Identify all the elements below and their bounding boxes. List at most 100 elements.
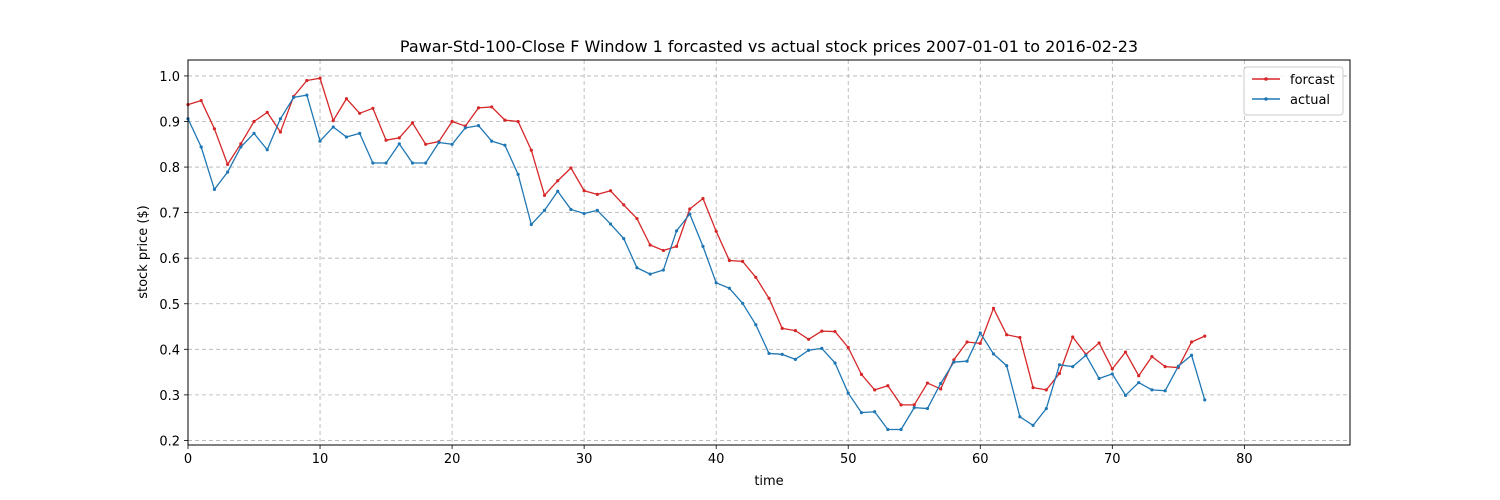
data-point-actual [582, 211, 586, 216]
data-point-actual [978, 331, 982, 335]
data-point-forcast [1189, 340, 1194, 344]
data-point-forcast [833, 329, 837, 334]
data-point-forcast [1123, 350, 1128, 354]
y-tick-label: 0.6 [159, 252, 180, 267]
data-point-forcast [424, 142, 428, 146]
data-point-forcast [846, 345, 850, 350]
data-point-forcast [793, 329, 798, 333]
data-point-actual [1176, 364, 1180, 368]
data-point-forcast [925, 381, 930, 385]
data-point-actual [1150, 388, 1154, 392]
data-point-actual [939, 381, 943, 386]
data-point-actual [1189, 353, 1194, 357]
data-point-actual [331, 125, 335, 129]
data-point-actual [1137, 380, 1141, 385]
legend-actual-marker [1264, 97, 1268, 101]
data-point-actual [608, 222, 613, 226]
data-point-forcast [397, 136, 401, 140]
data-point-actual [212, 187, 217, 191]
data-point-forcast [358, 111, 362, 115]
data-point-forcast [199, 98, 203, 103]
data-point-actual [740, 301, 745, 305]
data-point-forcast [265, 110, 269, 114]
data-point-actual [714, 281, 718, 285]
data-point-forcast [503, 118, 507, 122]
data-point-forcast [965, 340, 969, 344]
data-point-forcast [952, 358, 956, 362]
data-point-actual [1057, 363, 1062, 367]
x-tick-label: 60 [972, 452, 989, 467]
data-point-forcast [978, 341, 982, 345]
y-tick-label: 0.7 [159, 207, 180, 222]
data-point-forcast [859, 372, 864, 376]
data-point-forcast [912, 403, 916, 407]
data-point-forcast [1163, 365, 1167, 369]
data-point-actual [595, 208, 599, 212]
data-point-forcast [714, 229, 718, 233]
data-point-forcast [688, 207, 692, 211]
data-point-actual [1018, 415, 1022, 419]
data-point-actual [437, 140, 441, 145]
data-point-actual [292, 95, 296, 99]
data-point-actual [1123, 393, 1128, 397]
x-tick-label: 10 [312, 452, 329, 467]
data-point-forcast [1031, 385, 1035, 390]
y-tick-label: 0.2 [159, 434, 180, 449]
data-point-actual [397, 142, 401, 146]
y-axis-label: stock price ($) [136, 205, 151, 299]
data-point-forcast [252, 119, 256, 124]
data-point-actual [516, 172, 520, 176]
data-point-actual [991, 352, 996, 356]
data-point-forcast [490, 105, 494, 109]
data-point-forcast [212, 127, 217, 131]
data-point-forcast [727, 258, 731, 263]
y-tick-label: 0.8 [159, 161, 180, 176]
legend-forcast-label: forcast [1290, 73, 1335, 88]
data-point-forcast [622, 203, 626, 207]
data-point-actual [767, 351, 771, 356]
data-point-forcast [635, 216, 639, 221]
data-point-forcast [754, 275, 758, 279]
x-tick-label: 40 [708, 452, 725, 467]
data-point-actual [490, 139, 494, 143]
data-point-actual [239, 145, 243, 149]
data-point-actual [1097, 376, 1101, 381]
data-point-actual [833, 361, 837, 365]
data-point-actual [635, 266, 639, 270]
data-point-actual [1084, 353, 1088, 357]
data-point-actual [1203, 398, 1207, 402]
data-point-forcast [674, 244, 679, 248]
data-point-actual [226, 170, 230, 174]
data-point-actual [1031, 423, 1035, 428]
data-point-forcast [886, 384, 890, 388]
data-point-actual [556, 189, 560, 193]
data-point-actual [912, 406, 916, 410]
data-point-forcast [450, 119, 454, 124]
data-point-forcast [1097, 341, 1101, 345]
data-point-forcast [807, 337, 811, 341]
x-tick-label: 50 [840, 452, 857, 467]
data-point-forcast [384, 138, 388, 142]
data-point-forcast [1150, 355, 1154, 359]
data-point-actual [793, 357, 798, 361]
y-tick-label: 1.0 [159, 70, 180, 85]
data-point-actual [410, 161, 415, 165]
data-point-actual [846, 391, 850, 395]
data-point-actual [674, 229, 679, 233]
chart-title: Pawar-Std-100-Close F Window 1 forcasted… [400, 37, 1138, 56]
data-point-actual [859, 411, 864, 415]
data-point-actual [1044, 406, 1048, 411]
data-point-actual [925, 406, 930, 411]
y-tick-label: 0.3 [159, 389, 180, 404]
data-point-actual [318, 139, 322, 143]
data-point-forcast [595, 192, 599, 197]
data-point-forcast [899, 403, 903, 407]
data-point-actual [305, 93, 309, 97]
legend-forcast-marker [1264, 77, 1268, 81]
data-point-forcast [1044, 388, 1048, 392]
data-point-actual [1071, 365, 1075, 369]
data-point-actual [199, 145, 203, 149]
data-point-actual [1005, 364, 1009, 368]
x-axis-label: time [754, 474, 783, 489]
data-point-actual [278, 117, 283, 121]
